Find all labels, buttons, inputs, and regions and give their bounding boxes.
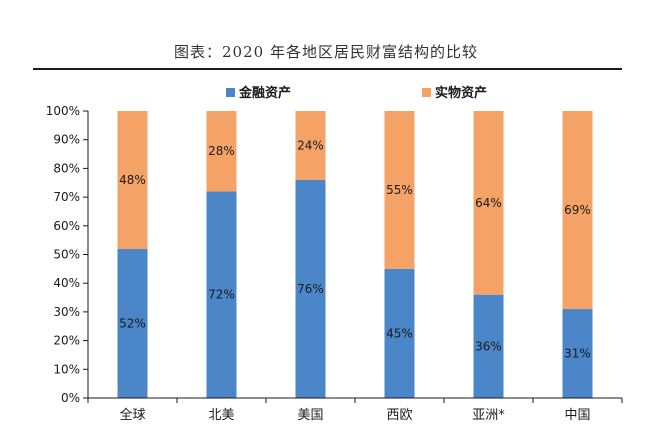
- chart-title: 图表：2020 年各地区居民财富结构的比较: [174, 43, 478, 61]
- y-tick-label: 0%: [61, 391, 80, 405]
- data-label: 72%: [208, 288, 235, 302]
- bar-segment: [562, 111, 593, 310]
- bar-segment: [206, 191, 237, 398]
- y-tick-label: 30%: [53, 305, 80, 319]
- data-label: 55%: [386, 183, 413, 197]
- bar-segment: [384, 268, 415, 398]
- y-tick-label: 70%: [53, 190, 80, 204]
- legend-swatch: [422, 88, 431, 97]
- data-label: 28%: [208, 144, 235, 158]
- x-axis: 全球 北美 美国 西欧 亚洲* 中国: [87, 397, 623, 423]
- data-label: 36%: [475, 339, 502, 353]
- y-tick-label: 20%: [53, 334, 80, 348]
- bar-segment: [206, 111, 237, 192]
- y-tick-label: 40%: [53, 276, 80, 290]
- legend-label: 实物资产: [435, 85, 487, 101]
- bar-segment: [473, 111, 504, 295]
- x-category-label: 亚洲*: [472, 408, 505, 423]
- bar-segment: [117, 111, 148, 249]
- bars: 52% 48% 72% 28% 76% 24% 45% 55% 36% 64% 31% 69%: [117, 111, 593, 398]
- data-label: 45%: [386, 326, 413, 340]
- x-category-label: 全球: [119, 407, 145, 423]
- y-tick-label: 100%: [46, 104, 80, 118]
- bar-segment: [295, 179, 326, 398]
- data-label: 64%: [475, 196, 502, 210]
- x-category-label: 中国: [564, 408, 590, 423]
- bar-segment: [562, 309, 593, 398]
- data-label: 31%: [564, 347, 591, 361]
- bar-segment: [117, 248, 148, 398]
- y-axis: 0% 10% 20% 30% 40% 50% 60% 70% 80% 90% 100%: [46, 104, 89, 405]
- x-category-label: 北美: [208, 408, 234, 423]
- x-category-label: 美国: [297, 408, 323, 423]
- bar-segment: [295, 111, 326, 180]
- legend-label: 金融资产: [238, 85, 291, 101]
- bar-segment: [473, 294, 504, 398]
- data-label: 52%: [119, 316, 146, 330]
- y-tick-label: 80%: [53, 161, 80, 175]
- y-tick-label: 50%: [53, 248, 80, 262]
- legend: 金融资产 实物资产: [226, 85, 487, 101]
- title-divider: [33, 68, 622, 70]
- data-label: 24%: [297, 138, 324, 152]
- data-label: 76%: [297, 282, 324, 296]
- legend-swatch: [226, 88, 235, 97]
- x-category-label: 西欧: [386, 408, 412, 423]
- data-label: 69%: [564, 203, 591, 217]
- data-label: 48%: [119, 173, 146, 187]
- y-tick-label: 60%: [53, 219, 80, 233]
- y-tick-label: 10%: [53, 362, 80, 376]
- y-tick-label: 90%: [53, 133, 80, 147]
- bar-segment: [384, 111, 415, 269]
